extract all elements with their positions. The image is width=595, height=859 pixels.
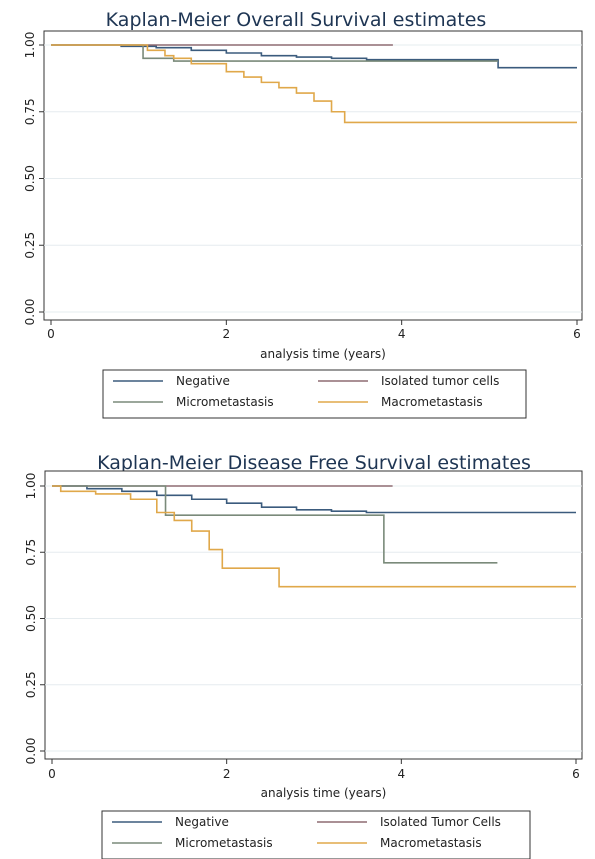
series-line-negative (52, 485, 576, 514)
series-line-negative (51, 44, 577, 69)
legend-box (101, 810, 531, 859)
disease-free-survival-chart: Kaplan-Meier Disease Free Survival estim… (0, 440, 595, 859)
y-tick-label: 0.75 (24, 539, 38, 566)
y-tick-label: 0.75 (23, 98, 37, 125)
legend-label: Negative (175, 815, 229, 829)
legend-label: Macrometastasis (381, 395, 483, 409)
y-tick-label: 0.50 (23, 165, 37, 192)
series-line-micrometastasis (52, 485, 498, 564)
y-tick-label: 0.00 (24, 738, 38, 765)
x-axis-label: analysis time (years) (260, 347, 386, 361)
x-tick-label: 4 (398, 327, 406, 341)
legend-label: Micrometastasis (176, 395, 274, 409)
overall-survival-svg: Kaplan-Meier Overall Survival estimates 0… (23, 9, 583, 419)
legend-label: Micrometastasis (175, 836, 273, 850)
chart-title: Kaplan-Meier Overall Survival estimates (106, 9, 487, 31)
legend-label: Isolated Tumor Cells (380, 815, 501, 829)
legend-label: Negative (176, 374, 230, 388)
y-tick-label: 0.00 (23, 299, 37, 326)
x-axis-label: analysis time (years) (261, 786, 387, 800)
y-tick-label: 1.00 (24, 473, 38, 500)
y-tick-label: 0.25 (23, 232, 37, 259)
x-tick-label: 6 (572, 767, 580, 781)
plot-area (44, 470, 583, 760)
series-line-macrometastasis (51, 44, 577, 124)
disease-free-survival-svg: Kaplan-Meier Disease Free Survival estim… (24, 452, 583, 859)
y-tick-label: 1.00 (23, 32, 37, 59)
overall-survival-chart: Kaplan-Meier Overall Survival estimates 0… (0, 0, 595, 425)
x-tick-label: 2 (223, 327, 231, 341)
x-tick-label: 6 (573, 327, 581, 341)
x-tick-label: 0 (47, 327, 55, 341)
y-tick-label: 0.50 (24, 605, 38, 632)
legend-label: Isolated tumor cells (381, 374, 499, 388)
legend-label: Macrometastasis (380, 836, 482, 850)
x-tick-label: 4 (398, 767, 406, 781)
legend-box (102, 369, 527, 419)
chart-title: Kaplan-Meier Disease Free Survival estim… (97, 452, 531, 474)
x-tick-label: 2 (223, 767, 231, 781)
series-line-macrometastasis (52, 485, 576, 588)
x-tick-label: 0 (48, 767, 56, 781)
plot-area (43, 30, 583, 321)
y-tick-label: 0.25 (24, 671, 38, 698)
